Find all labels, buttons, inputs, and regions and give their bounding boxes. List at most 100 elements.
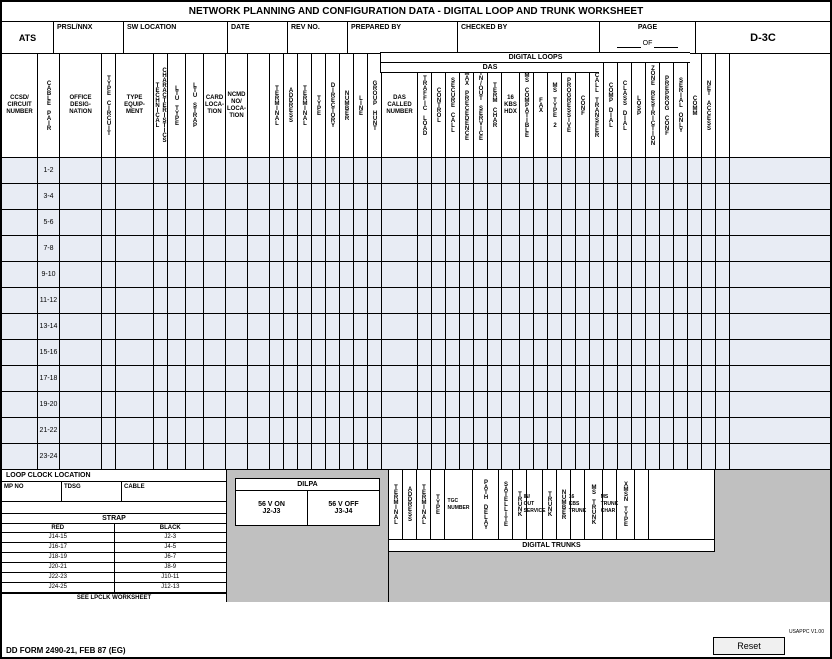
cell[interactable] (116, 236, 154, 261)
cell[interactable] (618, 184, 632, 209)
cell[interactable] (154, 288, 168, 313)
cell[interactable] (298, 444, 312, 469)
cell[interactable] (446, 184, 460, 209)
cell[interactable] (576, 262, 590, 287)
cell[interactable] (432, 288, 446, 313)
tdsg-cell[interactable]: TDSG (62, 482, 122, 501)
cell[interactable] (340, 340, 354, 365)
cell[interactable] (116, 184, 154, 209)
cell[interactable] (2, 392, 38, 417)
cell[interactable] (562, 392, 576, 417)
cell[interactable] (460, 418, 474, 443)
cell[interactable] (590, 366, 604, 391)
cell[interactable]: 3-4 (38, 184, 60, 209)
cell[interactable] (284, 444, 298, 469)
cell[interactable] (660, 158, 674, 183)
cell[interactable] (312, 158, 326, 183)
cell[interactable] (548, 366, 562, 391)
cell[interactable] (298, 210, 312, 235)
cell[interactable] (168, 444, 186, 469)
cell[interactable] (186, 314, 204, 339)
cell[interactable] (632, 418, 646, 443)
cell[interactable] (632, 236, 646, 261)
cell[interactable] (2, 184, 38, 209)
cell[interactable] (618, 314, 632, 339)
cell[interactable] (60, 210, 102, 235)
cell[interactable] (604, 444, 618, 469)
cell[interactable] (646, 340, 660, 365)
cell[interactable] (446, 418, 460, 443)
cell[interactable] (646, 418, 660, 443)
cell[interactable] (270, 392, 284, 417)
cell[interactable] (432, 158, 446, 183)
cell[interactable] (60, 288, 102, 313)
cell[interactable] (226, 262, 248, 287)
cell[interactable] (446, 236, 460, 261)
cell[interactable] (502, 210, 520, 235)
cell[interactable] (312, 314, 326, 339)
cell[interactable] (382, 444, 418, 469)
cell[interactable] (418, 314, 432, 339)
cell[interactable] (60, 158, 102, 183)
cell[interactable] (284, 236, 298, 261)
cell[interactable] (312, 340, 326, 365)
cell[interactable] (618, 418, 632, 443)
cell[interactable] (562, 184, 576, 209)
cell[interactable] (298, 262, 312, 287)
cell[interactable] (2, 418, 38, 443)
cell[interactable] (660, 314, 674, 339)
cell[interactable] (502, 236, 520, 261)
cell[interactable] (284, 340, 298, 365)
cell[interactable] (284, 262, 298, 287)
cell[interactable] (60, 184, 102, 209)
cell[interactable] (646, 288, 660, 313)
cell[interactable] (590, 392, 604, 417)
cell[interactable] (340, 314, 354, 339)
cell[interactable] (102, 340, 116, 365)
cell[interactable] (534, 444, 548, 469)
cell[interactable] (418, 210, 432, 235)
table-row[interactable]: 5-6 (2, 210, 830, 236)
cell[interactable] (168, 366, 186, 391)
cell[interactable] (368, 184, 382, 209)
cell[interactable] (326, 158, 340, 183)
cell[interactable] (204, 340, 226, 365)
cell[interactable] (248, 314, 270, 339)
cell[interactable] (562, 366, 576, 391)
cell[interactable] (226, 184, 248, 209)
cell[interactable] (688, 314, 702, 339)
cell[interactable] (534, 366, 548, 391)
cell[interactable] (460, 288, 474, 313)
cell[interactable] (270, 418, 284, 443)
cell[interactable] (688, 158, 702, 183)
table-row[interactable]: 1-2 (2, 158, 830, 184)
cell[interactable] (354, 418, 368, 443)
cell[interactable] (702, 392, 716, 417)
cell[interactable] (154, 262, 168, 287)
cell[interactable] (632, 210, 646, 235)
cell[interactable] (548, 236, 562, 261)
cell[interactable] (298, 158, 312, 183)
cell[interactable] (432, 418, 446, 443)
cell[interactable]: 15-16 (38, 340, 60, 365)
cell[interactable] (474, 340, 488, 365)
cell[interactable] (604, 288, 618, 313)
cell[interactable] (432, 210, 446, 235)
cable-cell[interactable]: CABLE (122, 482, 226, 501)
cell[interactable] (688, 444, 702, 469)
cell[interactable] (382, 236, 418, 261)
cell[interactable] (702, 444, 716, 469)
cell[interactable] (646, 314, 660, 339)
cell[interactable] (446, 288, 460, 313)
cell[interactable] (446, 158, 460, 183)
cell[interactable] (102, 418, 116, 443)
cell[interactable] (326, 340, 340, 365)
cell[interactable] (590, 418, 604, 443)
cell[interactable] (248, 392, 270, 417)
cell[interactable] (618, 392, 632, 417)
cell[interactable] (548, 158, 562, 183)
cell[interactable] (674, 262, 688, 287)
cell[interactable] (354, 392, 368, 417)
cell[interactable] (248, 262, 270, 287)
cell[interactable] (474, 184, 488, 209)
